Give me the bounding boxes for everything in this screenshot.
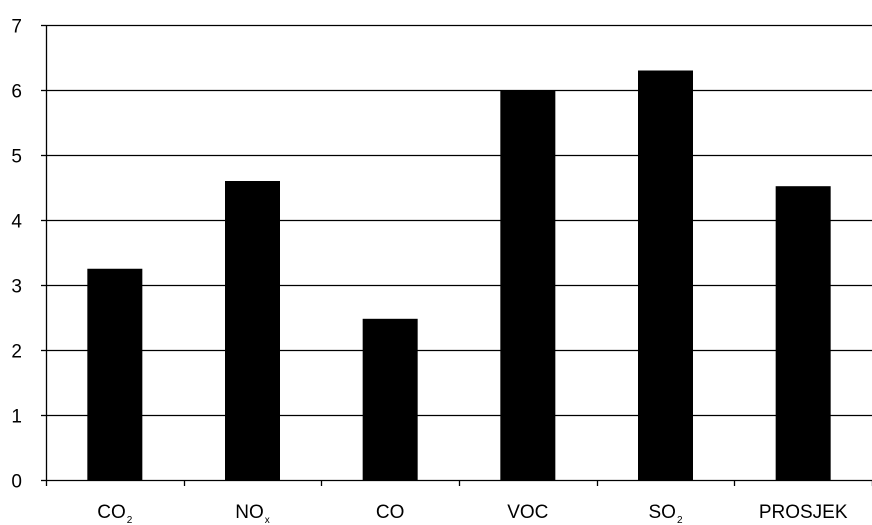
bar-nox: [225, 181, 280, 480]
x-category-label: PROSJEK: [759, 502, 848, 523]
bar-co2: [87, 268, 143, 480]
axes: [41, 24, 872, 486]
bar-prosjek: [775, 186, 831, 480]
y-tick-label: 4: [11, 212, 22, 233]
bar-so2: [638, 70, 693, 480]
x-category-label: CO: [376, 502, 405, 523]
x-category-label: NOx: [235, 502, 270, 525]
x-category-label: VOC: [507, 502, 548, 523]
x-category-label-subscript: 2: [127, 515, 133, 525]
x-category-label: CO2: [97, 502, 133, 525]
y-tick-label: 0: [11, 472, 22, 493]
x-category-label-subscript: x: [265, 515, 270, 525]
x-category-label-main: CO: [376, 502, 405, 523]
bars: [87, 70, 831, 480]
y-tick-label: 5: [11, 147, 22, 168]
x-category-label-main: CO: [97, 502, 126, 523]
bar-voc: [500, 90, 556, 480]
x-category-label-main: VOC: [507, 502, 548, 523]
y-tick-label: 7: [11, 17, 22, 38]
y-tick-label: 2: [11, 342, 22, 363]
y-tick-label: 3: [11, 277, 22, 298]
gridlines: [46, 24, 872, 417]
y-tick-label: 6: [11, 82, 22, 103]
bar-co: [362, 318, 418, 480]
x-category-label-main: PROSJEK: [759, 502, 848, 523]
x-category-label-subscript: 2: [677, 515, 683, 525]
x-category-label-main: SO: [648, 502, 675, 523]
x-category-label: SO2: [648, 502, 682, 525]
y-tick-label: 1: [11, 407, 22, 428]
x-category-label-main: NO: [235, 502, 264, 523]
